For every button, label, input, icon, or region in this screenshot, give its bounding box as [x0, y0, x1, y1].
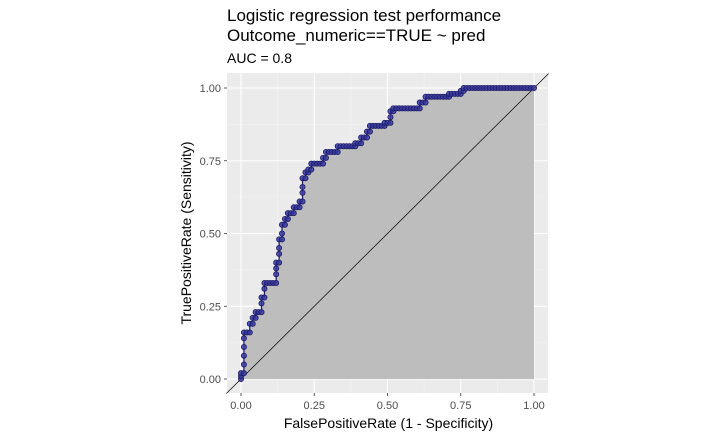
- x-axis-label: FalsePositiveRate (1 - Specificity): [284, 415, 493, 431]
- roc-point: [308, 166, 315, 173]
- roc-point: [299, 198, 306, 205]
- roc-point: [249, 320, 256, 327]
- roc-point: [416, 105, 423, 112]
- roc-point: [273, 271, 280, 278]
- x-tick-label: 0.50: [377, 400, 398, 412]
- roc-point: [290, 210, 297, 217]
- roc-point: [531, 85, 538, 92]
- x-axis-ticks: 0.00 0.25 0.50 0.75 1.00: [230, 393, 545, 412]
- roc-point: [279, 236, 286, 243]
- roc-point: [320, 160, 327, 167]
- auc-caption: AUC = 0.8: [227, 50, 292, 66]
- roc-point: [387, 119, 394, 126]
- roc-point: [276, 259, 283, 266]
- roc-point: [273, 279, 280, 286]
- y-tick-label: 0.00: [200, 374, 221, 386]
- roc-point: [387, 114, 394, 121]
- y-tick-label: 1.00: [200, 83, 221, 95]
- roc-point: [258, 309, 265, 316]
- roc-point: [261, 285, 268, 292]
- y-axis-label: TruePositiveRate (Sensitivity): [178, 141, 194, 324]
- roc-point: [246, 329, 253, 336]
- y-tick-label: 0.50: [200, 229, 221, 241]
- y-axis-ticks: 0.00 0.25 0.50 0.75 1.00: [200, 83, 227, 386]
- roc-point: [422, 99, 429, 106]
- roc-point: [281, 221, 288, 228]
- chart-subtitle: Outcome_numeric==TRUE ~ pred: [227, 26, 486, 45]
- x-tick-label: 0.25: [304, 400, 325, 412]
- roc-point: [366, 128, 373, 135]
- y-tick-label: 0.75: [200, 156, 221, 168]
- x-tick-label: 1.00: [523, 400, 544, 412]
- roc-point: [240, 370, 247, 377]
- roc-point: [240, 361, 247, 368]
- roc-point: [240, 343, 247, 350]
- chart-title: Logistic regression test performance: [227, 6, 502, 25]
- roc-points: [237, 85, 538, 382]
- roc-point: [240, 352, 247, 359]
- roc-point: [240, 335, 247, 342]
- roc-point: [252, 314, 259, 321]
- roc-point: [261, 294, 268, 301]
- roc-point: [276, 245, 283, 252]
- x-tick-label: 0.75: [450, 400, 471, 412]
- roc-point: [299, 183, 306, 190]
- roc-point: [273, 265, 280, 272]
- y-tick-label: 0.25: [200, 301, 221, 313]
- roc-point: [279, 230, 286, 237]
- roc-point: [358, 140, 365, 147]
- roc-point: [334, 149, 341, 156]
- roc-point: [258, 300, 265, 307]
- roc-point: [302, 175, 309, 182]
- x-tick-label: 0.00: [230, 400, 251, 412]
- roc-point: [296, 204, 303, 211]
- diagonal-reference-line: [226, 73, 549, 394]
- roc-point: [322, 154, 329, 161]
- roc-point: [284, 215, 291, 222]
- roc-point: [276, 250, 283, 257]
- roc-point: [363, 134, 370, 141]
- roc-point: [299, 189, 306, 196]
